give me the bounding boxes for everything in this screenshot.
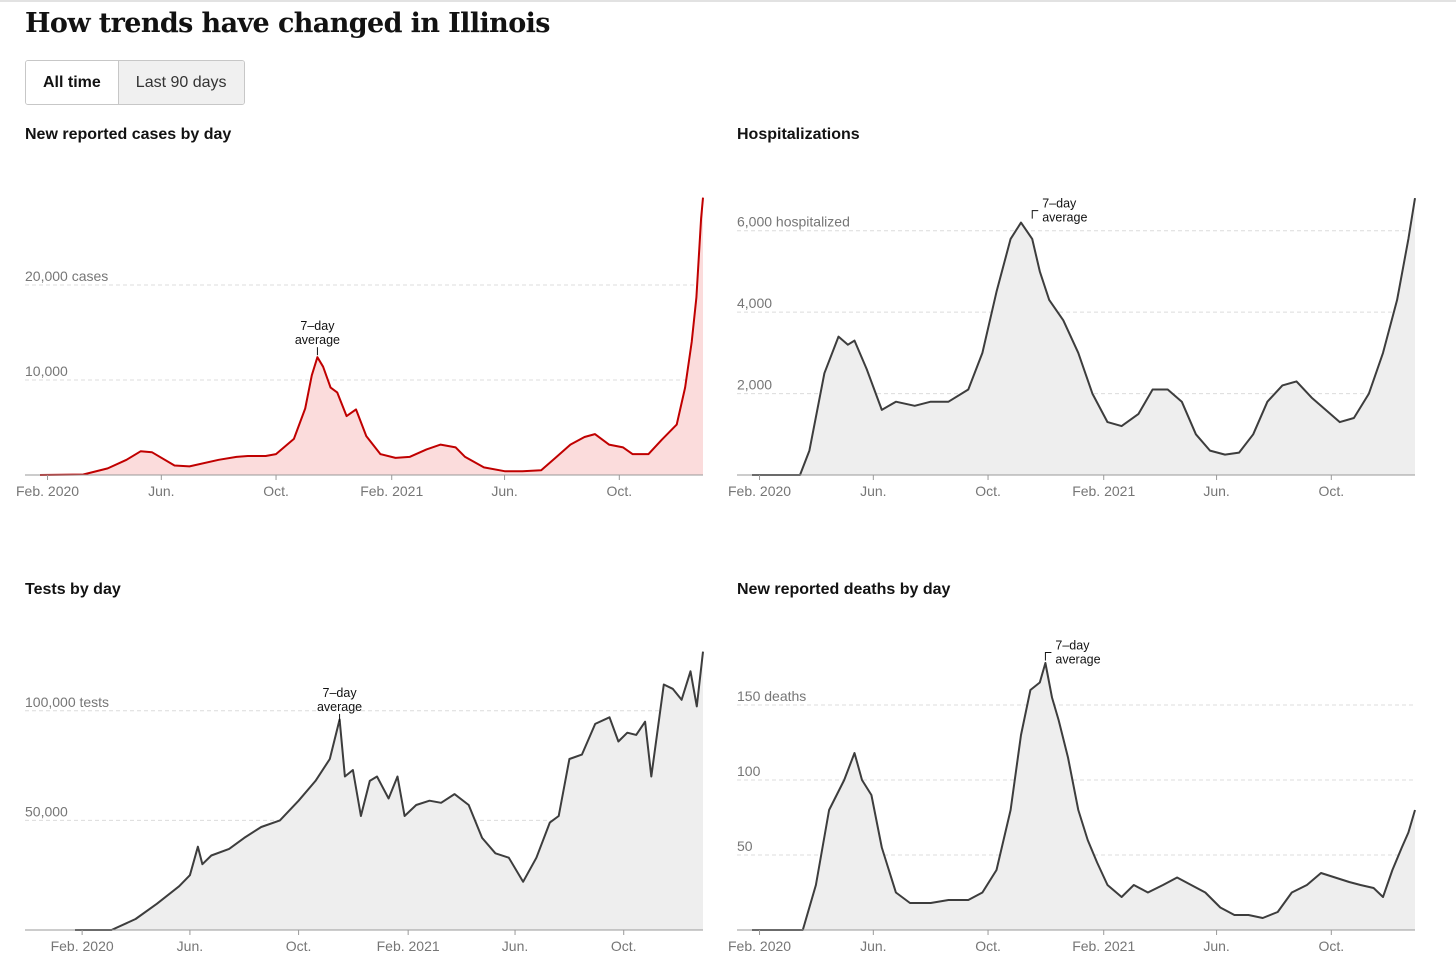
annotation-label: 7–day — [300, 319, 335, 333]
top-rule — [0, 0, 1456, 2]
x-tick-label: Feb. 2021 — [377, 938, 440, 954]
cases-chart: 20,000 cases 10,000 Feb. 2020 Jun. Oct. Feb. … — [16, 197, 704, 499]
x-tick-label: Feb. 2020 — [51, 938, 114, 954]
x-tick-label: Jun. — [148, 483, 174, 499]
deaths-chart-title: New reported deaths by day — [737, 581, 951, 598]
x-tick-label: Jun. — [1203, 483, 1229, 499]
tests-chart-title: Tests by day — [25, 581, 121, 598]
x-tick-label: Feb. 2020 — [16, 483, 79, 499]
y-tick-label: 2,000 — [737, 377, 772, 393]
last-90-days-button[interactable]: Last 90 days — [118, 61, 244, 104]
area-fill — [40, 197, 703, 475]
x-tick-label: Jun. — [860, 938, 886, 954]
annotation-label: average — [295, 333, 340, 347]
x-tick-label: Oct. — [1318, 938, 1344, 954]
series-line — [39, 197, 704, 476]
annotation-label: average — [317, 700, 362, 714]
x-tick-label: Jun. — [860, 483, 886, 499]
y-tick-label: 20,000 cases — [25, 268, 108, 284]
area-fill — [75, 651, 703, 930]
x-tick-label: Feb. 2020 — [728, 483, 791, 499]
series-line — [75, 651, 704, 931]
annotation-label: average — [1042, 211, 1087, 225]
series-line — [752, 662, 1416, 931]
hospitalizations-chart-title: Hospitalizations — [737, 126, 860, 143]
y-tick-label: 10,000 — [25, 363, 68, 379]
cases-chart-title: New reported cases by day — [25, 126, 232, 143]
annotation-label: 7–day — [1042, 197, 1077, 211]
y-tick-label: 50 — [737, 838, 753, 854]
x-tick-label: Jun. — [1203, 938, 1229, 954]
deaths-chart: 150 deaths 100 50 Feb. 2020 Jun. Oct. Feb. 202… — [728, 639, 1416, 954]
annotation-label: 7–day — [323, 686, 358, 700]
page-title: How trends have changed in Illinois — [25, 8, 550, 39]
y-tick-label: 150 deaths — [737, 688, 806, 704]
y-tick-label: 6,000 hospitalized — [737, 214, 850, 230]
series-line — [752, 197, 1416, 476]
x-tick-label: Jun. — [491, 483, 517, 499]
annotation-label: average — [1055, 653, 1100, 667]
x-tick-label: Feb. 2020 — [728, 938, 791, 954]
hospitalizations-chart: 6,000 hospitalized 4,000 2,000 Feb. 2020 Jun… — [728, 197, 1416, 499]
x-tick-label: Oct. — [286, 938, 312, 954]
area-fill — [752, 198, 1415, 475]
area-fill — [752, 663, 1415, 930]
x-tick-label: Jun. — [502, 938, 528, 954]
tests-chart: 100,000 tests 50,000 Feb. 2020 Jun. Oct. Feb.… — [25, 651, 704, 954]
all-time-button[interactable]: All time — [26, 61, 119, 104]
time-range-toggle: All time Last 90 days — [25, 60, 245, 105]
y-tick-label: 50,000 — [25, 803, 68, 819]
annotation-leader — [1031, 210, 1039, 219]
x-tick-label: Oct. — [263, 483, 289, 499]
y-tick-label: 100,000 tests — [25, 694, 109, 710]
x-tick-label: Jun. — [177, 938, 203, 954]
x-tick-label: Oct. — [975, 483, 1001, 499]
y-tick-label: 4,000 — [737, 295, 772, 311]
x-tick-label: Feb. 2021 — [360, 483, 423, 499]
x-tick-label: Feb. 2021 — [1072, 483, 1135, 499]
x-tick-label: Oct. — [606, 483, 632, 499]
x-tick-label: Oct. — [611, 938, 637, 954]
y-tick-label: 100 — [737, 763, 761, 779]
x-tick-label: Oct. — [975, 938, 1001, 954]
annotation-leader — [1044, 652, 1052, 661]
x-tick-label: Oct. — [1318, 483, 1344, 499]
annotation-label: 7–day — [1055, 639, 1090, 653]
x-tick-label: Feb. 2021 — [1072, 938, 1135, 954]
